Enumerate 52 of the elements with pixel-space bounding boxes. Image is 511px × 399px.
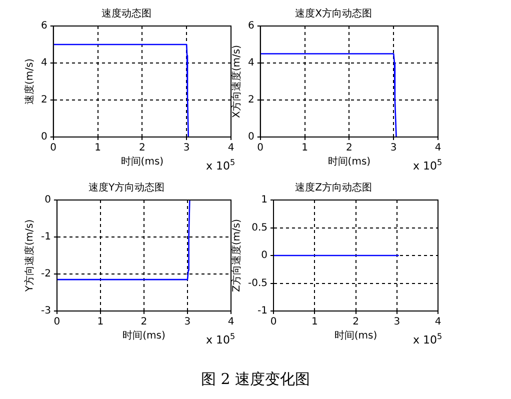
chart-title: 速度X方向动态图 [295,8,372,20]
x-tick-label: 2 [138,142,146,154]
y-tick-label: 2 [248,94,254,106]
x-tick-label: 4 [228,316,234,328]
chart-title: 速度Z方向动态图 [295,182,372,194]
x-tick-label: 2 [346,142,352,154]
y-axis-title: Z方向速度(m/s) [230,218,243,292]
x-tick-label: 1 [302,142,308,154]
x-tick-label: 1 [311,316,318,328]
x-tick-label: 4 [434,142,442,154]
x-axis-title: 时间(ms) [122,330,166,342]
text: x 10$^{5}$ [413,158,442,173]
x-tick-label: 3 [183,142,190,154]
y-tick-label: 4 [40,58,48,69]
chart-title: 速度Y方向动态图 [88,182,165,194]
caption: 图 2 速度变化图 [200,370,312,389]
y-tick-label: -1 [258,306,268,317]
x-tick-label: 3 [390,142,397,154]
y-tick-label: 2 [40,94,48,106]
text: x 10$^{5}$ [413,332,442,347]
chart-title: 速度动态图 [102,8,152,20]
y-tick-label: 4 [248,58,254,69]
y-tick-label: 0 [40,132,48,143]
x-tick-label: 1 [97,316,104,328]
x-tick-label: 1 [94,142,101,154]
x-tick-label: 3 [184,316,191,328]
x-tick-label: 4 [434,316,442,328]
x-axis-title: 时间(ms) [328,156,371,168]
y-tick-label: 0 [261,250,268,262]
text: x 10$^{5}$ [206,332,236,347]
y-axis-title: X方向速度(m/s) [230,44,243,118]
y-tick-label: -3 [40,306,51,317]
y-tick-label: 0.5 [252,222,268,234]
x-axis-title: 时间(ms) [120,156,164,168]
x-axis-title: 时间(ms) [334,330,378,342]
y-tick-label: 1 [261,194,268,206]
y-axis-title: Y方向速度(m/s) [24,219,36,293]
y-tick-label: 0 [44,194,51,206]
y-axis-title: 速度(m/s) [24,58,36,105]
y-tick-label: 0 [248,132,254,143]
y-tick-label: -0.5 [248,278,268,289]
y-tick-label: -2 [40,268,51,280]
y-tick-label: 6 [248,20,254,32]
x-tick-label: 3 [394,316,400,328]
x-tick-label: 4 [228,142,234,154]
y-tick-label: 6 [40,20,48,32]
x-tick-label: 0 [54,316,60,328]
text: x 10$^{5}$ [206,158,236,173]
x-tick-label: 2 [140,316,148,328]
y-tick-label: -1 [40,232,51,243]
x-tick-label: 2 [352,316,359,328]
x-tick-label: 0 [270,316,277,328]
